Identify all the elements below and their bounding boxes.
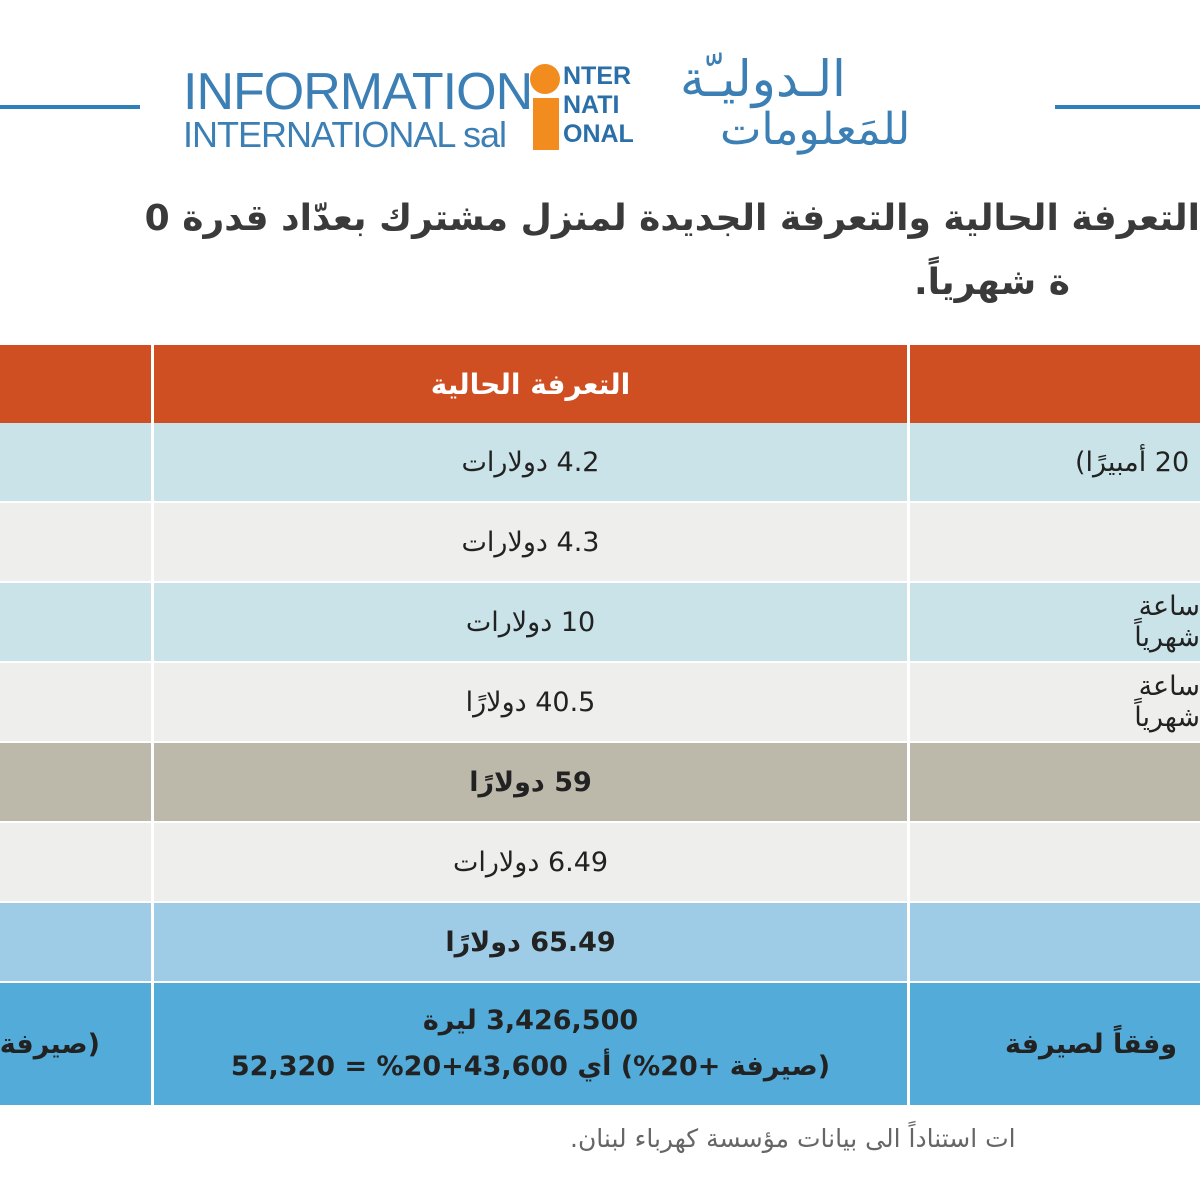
cell: 3,426,500 ليرة (صيرفة +20%) أي 43,600+20%… — [154, 983, 907, 1105]
cell-note: (صيرفة +20%) أي 43,600+20% = 52,320 — [230, 1051, 831, 1082]
cell: وفقاً لصيرفة — [1005, 1028, 1178, 1060]
table-row: 59 دولارًا — [0, 743, 1200, 821]
cell: 65.49 دولارًا — [445, 926, 616, 958]
column-divider — [151, 983, 154, 1105]
column-divider — [907, 743, 910, 821]
header-cell: التعرفة الحالية — [430, 367, 631, 401]
column-divider — [907, 423, 910, 501]
cell: ساعة شهرياً — [1134, 591, 1200, 653]
logo-mark-text: NTER — [563, 62, 632, 90]
logo-mark-text: NATI — [563, 91, 620, 119]
table-row: 4.3 دولارات — [0, 503, 1200, 581]
column-divider — [907, 903, 910, 981]
column-divider — [907, 823, 910, 901]
column-divider — [151, 743, 154, 821]
cell-text: 3,426,500 ليرة — [422, 1005, 639, 1036]
logo-dot — [530, 64, 560, 94]
column-divider — [907, 983, 910, 1105]
logo-text: INTERNATIONAL sal — [183, 114, 507, 155]
footer: ات استناداً الى بيانات مؤسسة كهرباء لبنا… — [570, 1124, 1016, 1153]
table-row: 40.5 دولارًا ساعة شهرياً — [0, 663, 1200, 741]
column-divider — [151, 423, 154, 501]
title: التعرفة الحالية والتعرفة الجديدة لمنزل م… — [144, 198, 1200, 239]
cell: (صيرفة — [0, 1028, 100, 1060]
cell: 10 دولارات — [465, 606, 596, 638]
rule — [1055, 105, 1200, 109]
logo-mark-text: ONAL — [563, 120, 634, 148]
table-row: 4.2 دولارات 20 أمبيرًا) — [0, 423, 1200, 501]
column-divider — [151, 503, 154, 581]
logo-arabic: للمَعلومات — [720, 104, 911, 155]
cell: 20 أمبيرًا) — [1075, 446, 1190, 478]
column-divider — [907, 345, 910, 423]
column-divider — [907, 583, 910, 661]
logo-text: INFORMATION — [183, 63, 533, 121]
column-divider — [907, 663, 910, 741]
logo-arabic: الـدوليـّة — [680, 50, 846, 108]
table-row: 3,426,500 ليرة (صيرفة +20%) أي 43,600+20%… — [0, 983, 1200, 1105]
logo-stem — [533, 98, 559, 150]
column-divider — [151, 663, 154, 741]
column-divider — [907, 503, 910, 581]
column-divider — [151, 823, 154, 901]
logo-mark: NTER NATI ONAL — [563, 62, 634, 149]
cell: 6.49 دولارات — [452, 846, 609, 878]
column-divider — [151, 345, 154, 423]
cell: ساعة شهرياً — [1134, 671, 1200, 733]
column-divider — [151, 903, 154, 981]
cell: 40.5 دولارًا — [465, 686, 596, 718]
cell: 4.3 دولارات — [461, 526, 600, 558]
table-row: 65.49 دولارًا — [0, 903, 1200, 981]
title: ة شهرياً. — [913, 262, 1070, 303]
rule — [0, 105, 140, 109]
cell: 4.2 دولارات — [461, 446, 600, 478]
table-row: 10 دولارات ساعة شهرياً — [0, 583, 1200, 661]
cell: 59 دولارًا — [469, 766, 592, 798]
column-divider — [151, 583, 154, 661]
table-row: 6.49 دولارات — [0, 823, 1200, 901]
header-row: التعرفة الحالية — [0, 345, 1200, 423]
